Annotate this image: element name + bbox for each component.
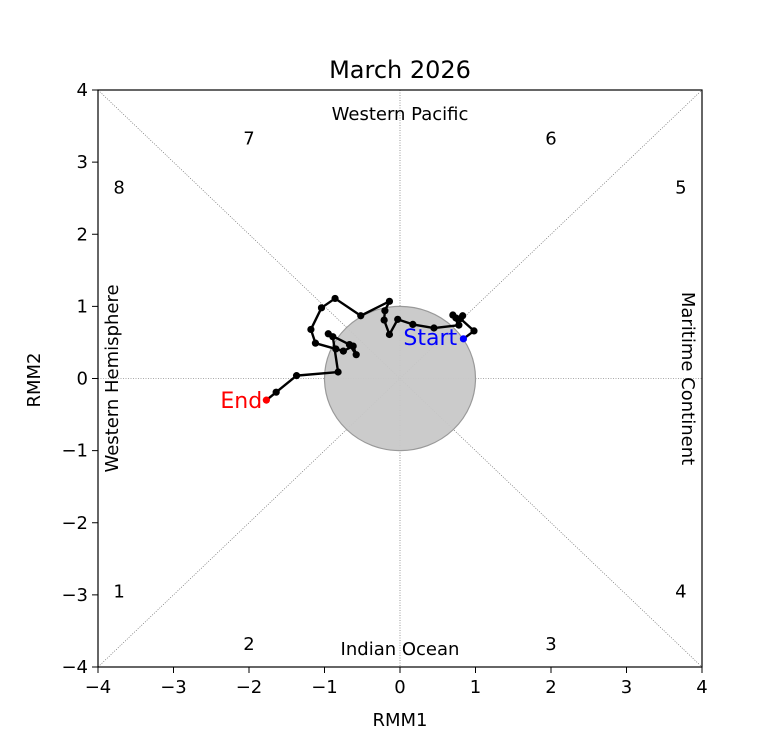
trajectory-point bbox=[272, 388, 280, 396]
x-tick-label: −3 bbox=[160, 677, 187, 698]
x-tick-label: 1 bbox=[470, 677, 481, 698]
region-label-left: Western Hemisphere bbox=[102, 284, 123, 472]
phase-number-label: 6 bbox=[545, 129, 556, 150]
trajectory-point bbox=[345, 341, 354, 349]
trajectory-point bbox=[459, 312, 467, 320]
y-tick-label: −3 bbox=[61, 585, 88, 606]
y-tick-label: −4 bbox=[61, 657, 88, 678]
phase-number-label: 1 bbox=[113, 582, 124, 603]
trajectory-point bbox=[394, 315, 402, 323]
y-tick-label: −2 bbox=[61, 513, 88, 534]
start-label: Start bbox=[403, 326, 457, 351]
x-tick-label: −4 bbox=[85, 677, 112, 698]
region-label-top: Western Pacific bbox=[332, 104, 469, 125]
y-tick-label: −1 bbox=[61, 441, 88, 462]
trajectory-point bbox=[449, 311, 457, 319]
y-tick-label: 1 bbox=[77, 296, 88, 317]
trajectory-point bbox=[470, 327, 478, 335]
trajectory-point bbox=[430, 324, 438, 332]
trajectory-point bbox=[352, 351, 360, 359]
phase-number-label: 8 bbox=[113, 178, 124, 199]
y-tick-label: 0 bbox=[77, 369, 88, 390]
trajectory-point bbox=[317, 304, 326, 312]
trajectory-point bbox=[292, 372, 301, 380]
trajectory-point bbox=[455, 321, 463, 329]
start-point bbox=[459, 335, 468, 343]
end-point bbox=[262, 396, 270, 404]
x-tick-label: 2 bbox=[545, 677, 556, 698]
x-tick-label: 0 bbox=[394, 677, 405, 698]
trajectory-point bbox=[311, 339, 320, 347]
trajectory-point bbox=[380, 316, 388, 324]
region-label-bottom: Indian Ocean bbox=[341, 639, 460, 660]
trajectory-point bbox=[409, 320, 417, 329]
trajectory-point bbox=[381, 307, 389, 315]
x-tick-label: 4 bbox=[696, 677, 707, 698]
y-tick-label: 4 bbox=[77, 80, 88, 101]
phase-number-label: 4 bbox=[675, 582, 686, 603]
trajectory-point bbox=[307, 325, 315, 334]
chart-title: March 2026 bbox=[329, 56, 471, 84]
phase-number-label: 3 bbox=[545, 634, 556, 655]
y-tick-label: 2 bbox=[77, 224, 88, 245]
trajectory-point bbox=[332, 345, 340, 353]
phase-number-label: 5 bbox=[675, 178, 686, 199]
trajectory-point bbox=[385, 330, 394, 339]
x-tick-label: −2 bbox=[236, 677, 263, 698]
x-tick-label: 3 bbox=[621, 677, 632, 698]
end-label: End bbox=[220, 389, 262, 414]
phase-number-label: 7 bbox=[243, 129, 254, 150]
trajectory-point bbox=[331, 294, 339, 303]
plot-area: −4 −3 −2 −1 0 1 2 3 4 −4 −3 −2 −1 0 1 2 3 4 Western Pacifi… bbox=[61, 80, 707, 698]
trajectory-point bbox=[329, 333, 337, 341]
x-axis-label: RMM1 bbox=[372, 710, 427, 731]
trajectory-point bbox=[357, 312, 365, 320]
phase-number-label: 2 bbox=[243, 634, 254, 655]
trajectory-point bbox=[385, 297, 394, 305]
x-tick-label: −1 bbox=[311, 677, 338, 698]
trajectory-point bbox=[339, 347, 347, 355]
y-axis-label: RMM2 bbox=[24, 352, 45, 407]
y-tick-label: 3 bbox=[77, 152, 88, 173]
trajectory-point bbox=[334, 368, 342, 376]
region-label-right: Maritime Continent bbox=[677, 292, 698, 465]
unit-circle bbox=[323, 305, 477, 452]
